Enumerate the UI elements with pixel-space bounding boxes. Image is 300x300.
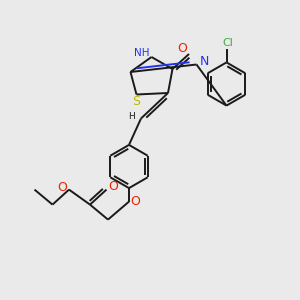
Text: O: O bbox=[178, 42, 187, 55]
Text: H: H bbox=[128, 112, 135, 121]
Text: O: O bbox=[108, 180, 118, 193]
Text: N: N bbox=[200, 55, 209, 68]
Text: Cl: Cl bbox=[222, 38, 233, 48]
Text: O: O bbox=[131, 195, 140, 208]
Text: NH: NH bbox=[134, 48, 150, 58]
Text: S: S bbox=[132, 94, 140, 108]
Text: O: O bbox=[58, 181, 67, 194]
